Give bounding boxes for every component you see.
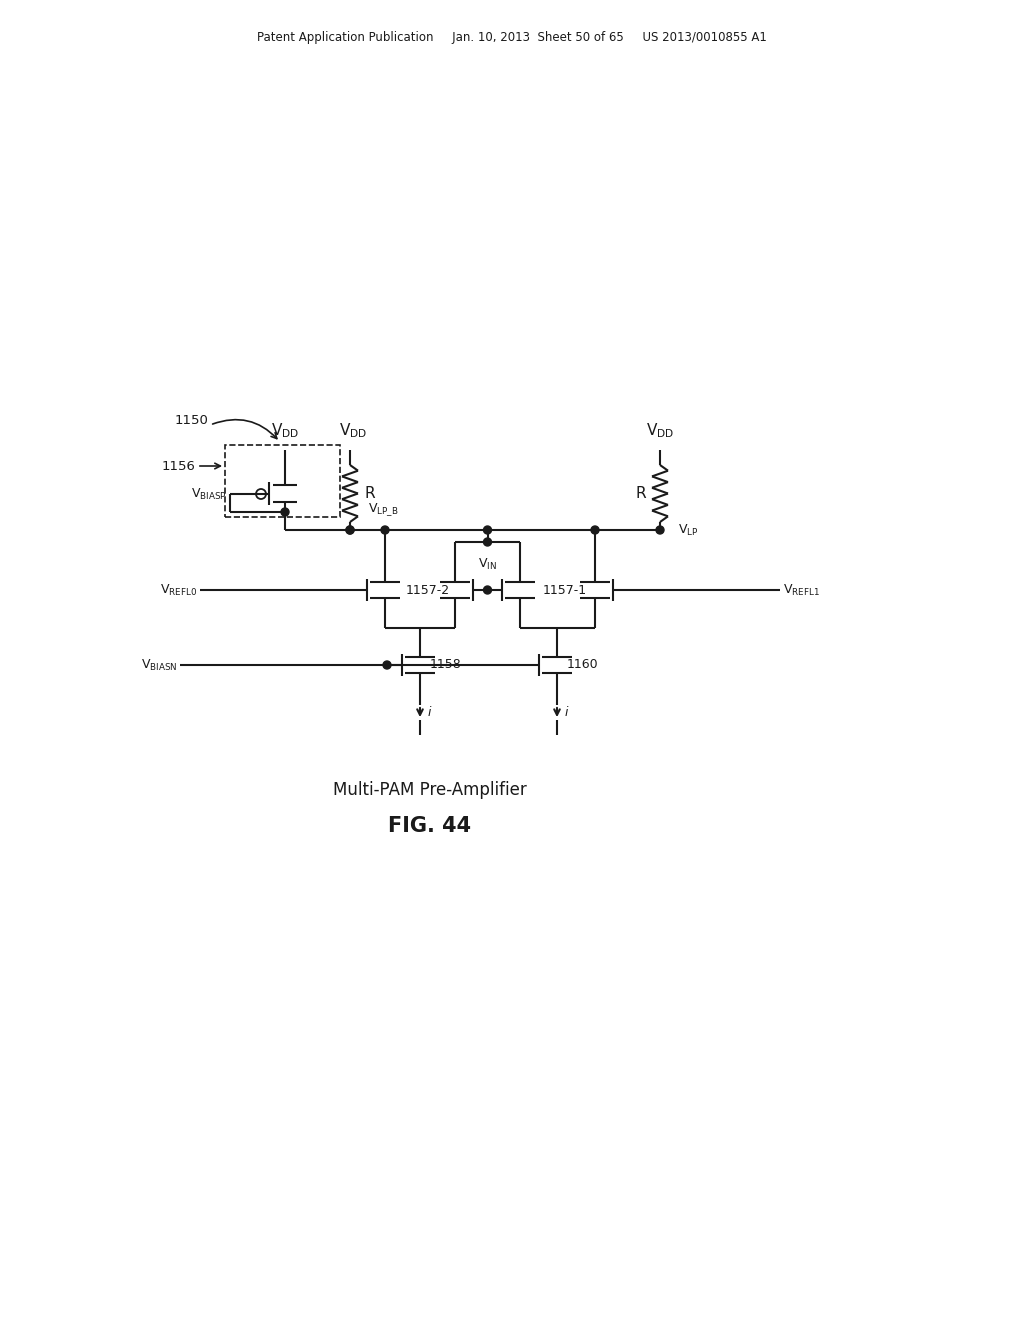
Text: V$_{\rm DD}$: V$_{\rm DD}$	[339, 421, 368, 440]
Circle shape	[346, 525, 354, 535]
Text: i: i	[428, 706, 431, 719]
Text: V$_{\rm IN}$: V$_{\rm IN}$	[478, 557, 497, 572]
Circle shape	[381, 525, 389, 535]
Circle shape	[591, 525, 599, 535]
Text: 1150: 1150	[175, 413, 209, 426]
Text: V$_{\rm DD}$: V$_{\rm DD}$	[270, 421, 299, 440]
Circle shape	[483, 586, 492, 594]
Text: V$_{\rm BIASP}$: V$_{\rm BIASP}$	[191, 487, 227, 502]
Text: R: R	[364, 486, 375, 502]
Text: i: i	[565, 706, 568, 719]
Text: FIG. 44: FIG. 44	[388, 816, 472, 836]
Circle shape	[346, 525, 354, 535]
Text: V$_{\rm REFL0}$: V$_{\rm REFL0}$	[160, 582, 197, 598]
Text: 1158: 1158	[430, 659, 462, 672]
Text: V$_{\rm BIASN}$: V$_{\rm BIASN}$	[140, 657, 177, 673]
Text: V$_{\rm REFL1}$: V$_{\rm REFL1}$	[783, 582, 820, 598]
Text: V$_{\rm LP}$: V$_{\rm LP}$	[678, 523, 698, 537]
Circle shape	[281, 508, 289, 516]
Text: R: R	[635, 486, 646, 502]
Text: V$_{\rm LP\_B}$: V$_{\rm LP\_B}$	[368, 502, 398, 517]
Bar	[225, 445, 340, 517]
Circle shape	[483, 525, 492, 535]
Text: 1160: 1160	[567, 659, 599, 672]
Circle shape	[656, 525, 664, 535]
Text: 1157-2: 1157-2	[406, 583, 451, 597]
Circle shape	[383, 661, 391, 669]
Circle shape	[483, 539, 492, 546]
Text: 1156: 1156	[161, 459, 195, 473]
Text: V$_{\rm DD}$: V$_{\rm DD}$	[646, 421, 674, 440]
Text: Multi-PAM Pre-Amplifier: Multi-PAM Pre-Amplifier	[333, 781, 527, 799]
Text: Patent Application Publication     Jan. 10, 2013  Sheet 50 of 65     US 2013/001: Patent Application Publication Jan. 10, …	[257, 30, 767, 44]
Text: 1157-1: 1157-1	[543, 583, 587, 597]
